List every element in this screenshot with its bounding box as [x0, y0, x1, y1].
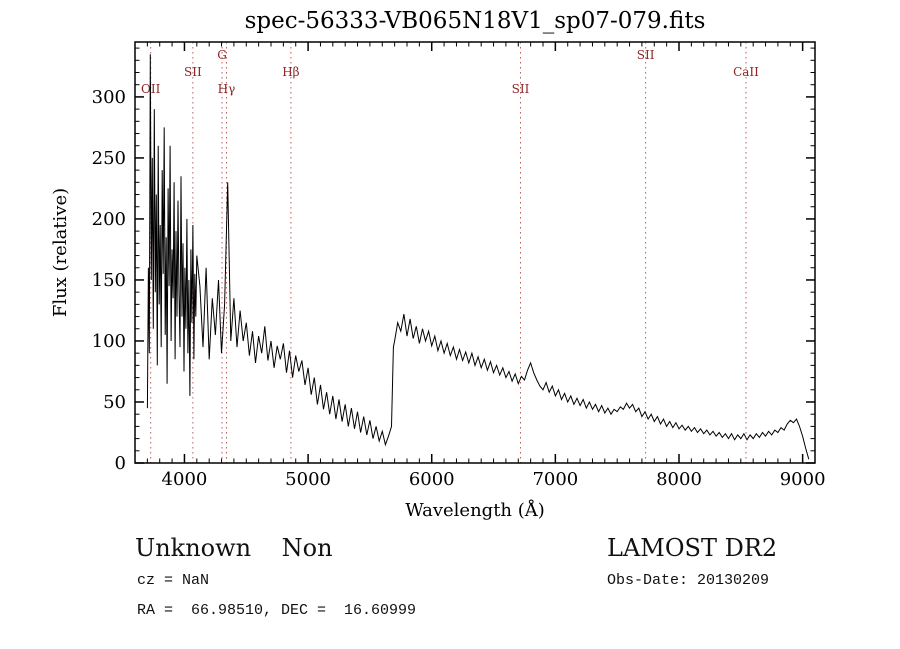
y-tick-label: 0 — [115, 453, 126, 474]
cz-value: cz = NaN — [137, 572, 210, 589]
y-tick-label: 150 — [92, 270, 126, 291]
spectral-line-label: SII — [184, 65, 202, 79]
x-tick-label: 5000 — [285, 469, 331, 490]
x-tick-label: 8000 — [656, 469, 702, 490]
y-axis-title: Flux (relative) — [50, 188, 71, 317]
obs-date: Obs-Date: 20130209 — [607, 572, 770, 589]
survey-label: LAMOST DR2 — [607, 534, 778, 562]
classification-label: Unknown Non — [135, 534, 333, 562]
y-tick-label: 50 — [103, 392, 126, 413]
spectral-line-label: Hγ — [218, 82, 236, 96]
x-tick-label: 7000 — [532, 469, 578, 490]
x-tick-label: 4000 — [162, 469, 208, 490]
spectral-line-label: Hβ — [282, 65, 299, 79]
spectrum-trace — [146, 54, 810, 460]
x-axis-title: Wavelength (Å) — [405, 499, 545, 521]
y-tick-label: 100 — [92, 331, 126, 352]
y-tick-label: 250 — [92, 148, 126, 169]
spectral-line-label: SII — [512, 82, 530, 96]
y-tick-label: 300 — [92, 87, 126, 108]
y-tick-label: 200 — [92, 209, 126, 230]
x-tick-label: 9000 — [780, 469, 826, 490]
spectral-line-label: G — [217, 48, 227, 62]
x-tick-label: 6000 — [409, 469, 455, 490]
plot-frame — [134, 41, 816, 464]
spectral-line-label: CaII — [733, 65, 759, 79]
chart-title: spec-56333-VB065N18V1_sp07-079.fits — [245, 8, 706, 34]
ra-dec: RA = 66.98510, DEC = 16.60999 — [137, 602, 417, 619]
spectral-line-label: SII — [637, 48, 655, 62]
